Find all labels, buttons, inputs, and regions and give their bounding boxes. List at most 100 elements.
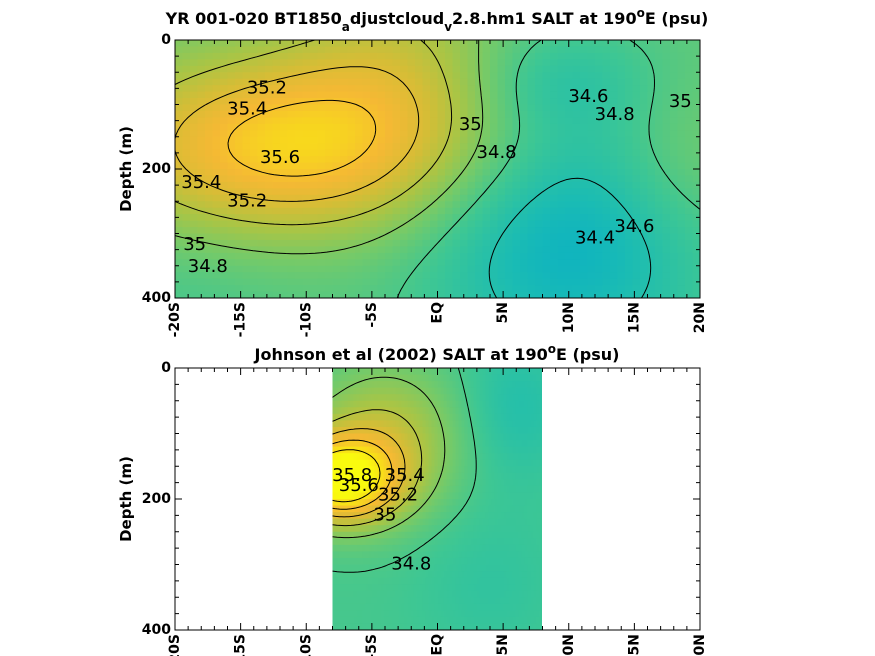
heatmap-cell xyxy=(535,78,544,86)
heatmap-cell xyxy=(587,52,596,60)
heatmap-cell xyxy=(470,603,475,611)
heatmap-cell xyxy=(602,214,611,222)
heatmap-cell xyxy=(265,59,274,67)
heatmap-cell xyxy=(250,52,259,60)
heatmap-cell xyxy=(647,259,656,267)
heatmap-cell xyxy=(419,577,424,585)
heatmap-cell xyxy=(325,72,334,80)
heatmap-cell xyxy=(389,557,394,566)
heatmap-cell xyxy=(449,499,454,507)
heatmap-cell xyxy=(287,201,296,209)
heatmap-cell xyxy=(404,584,409,592)
heatmap-cell xyxy=(419,466,424,474)
heatmap-cell xyxy=(647,291,656,298)
heatmap-cell xyxy=(212,169,221,177)
heatmap-cell xyxy=(385,149,394,157)
heatmap-cell xyxy=(535,72,544,80)
heatmap-cell xyxy=(602,156,611,164)
heatmap-cell xyxy=(235,272,244,280)
heatmap-cell xyxy=(452,433,457,441)
heatmap-cell xyxy=(446,518,451,526)
heatmap-cell xyxy=(332,65,341,73)
heatmap-cell xyxy=(476,584,481,592)
heatmap-cell xyxy=(385,220,394,228)
heatmap-cell xyxy=(443,413,448,421)
heatmap-cell xyxy=(392,156,401,164)
heatmap-cell xyxy=(437,175,446,183)
heatmap-cell xyxy=(338,616,343,625)
heatmap-cell xyxy=(250,220,259,228)
heatmap-cell xyxy=(392,220,401,228)
heatmap-cell xyxy=(452,265,461,273)
heatmap-cell xyxy=(434,466,439,474)
heatmap-cell xyxy=(385,130,394,138)
heatmap-cell xyxy=(365,400,370,408)
heatmap-cell xyxy=(482,252,491,260)
heatmap-cell xyxy=(175,136,184,144)
heatmap-cell xyxy=(344,499,349,507)
heatmap-cell xyxy=(677,143,686,151)
heatmap-cell xyxy=(389,584,394,592)
heatmap-cell xyxy=(235,214,244,222)
heatmap-cell xyxy=(580,123,589,131)
heatmap-cell xyxy=(332,531,337,539)
heatmap-cell xyxy=(565,252,574,260)
heatmap-cell xyxy=(520,110,529,118)
heatmap-cell xyxy=(212,85,221,93)
heatmap-cell xyxy=(362,156,371,164)
heatmap-cell xyxy=(482,368,487,376)
heatmap-cell xyxy=(265,52,274,60)
heatmap-cell xyxy=(220,265,229,273)
heatmap-cell xyxy=(670,78,679,86)
heatmap-cell xyxy=(410,623,415,630)
heatmap-cell xyxy=(377,584,382,592)
heatmap-cell xyxy=(332,143,341,151)
heatmap-cell xyxy=(497,104,506,112)
heatmap-cell xyxy=(565,59,574,67)
heatmap-cell xyxy=(340,136,349,144)
heatmap-cell xyxy=(392,505,397,513)
heatmap-cell xyxy=(625,91,634,99)
heatmap-cell xyxy=(272,252,281,260)
heatmap-cell xyxy=(341,623,346,630)
heatmap-cell xyxy=(347,104,356,112)
heatmap-cell xyxy=(467,525,472,533)
heatmap-cell xyxy=(422,433,427,441)
heatmap-cell xyxy=(182,214,191,222)
heatmap-cell xyxy=(416,440,421,448)
heatmap-cell xyxy=(250,181,259,189)
heatmap-cell xyxy=(407,564,412,572)
heatmap-cell xyxy=(242,98,251,106)
heatmap-cell xyxy=(460,98,469,106)
heatmap-cell xyxy=(428,577,433,585)
heatmap-cell xyxy=(392,201,401,209)
heatmap-cell xyxy=(520,91,529,99)
heatmap-cell xyxy=(497,143,506,151)
heatmap-cell xyxy=(227,233,236,241)
heatmap-cell xyxy=(371,590,376,598)
heatmap-cell xyxy=(430,220,439,228)
heatmap-cell xyxy=(374,433,379,441)
heatmap-cell xyxy=(632,239,641,247)
heatmap-cell xyxy=(452,65,461,73)
heatmap-cell xyxy=(325,136,334,144)
heatmap-cell xyxy=(460,233,469,241)
heatmap-cell xyxy=(362,374,367,382)
heatmap-cell xyxy=(353,387,358,395)
heatmap-cell xyxy=(452,426,457,435)
heatmap-cell xyxy=(362,239,371,247)
heatmap-cell xyxy=(617,175,626,183)
heatmap-cell xyxy=(512,136,521,144)
heatmap-cell xyxy=(413,505,418,513)
heatmap-cell xyxy=(527,149,536,157)
heatmap-cell xyxy=(520,98,529,106)
heatmap-cell xyxy=(434,616,439,625)
heatmap-cell xyxy=(655,265,664,273)
heatmap-cell xyxy=(347,492,352,500)
heatmap-cell xyxy=(344,433,349,441)
heatmap-cell xyxy=(428,394,433,402)
heatmap-cell xyxy=(458,512,463,520)
heatmap-cell xyxy=(338,571,343,579)
heatmap-cell xyxy=(419,597,424,605)
heatmap-cell xyxy=(287,98,296,106)
